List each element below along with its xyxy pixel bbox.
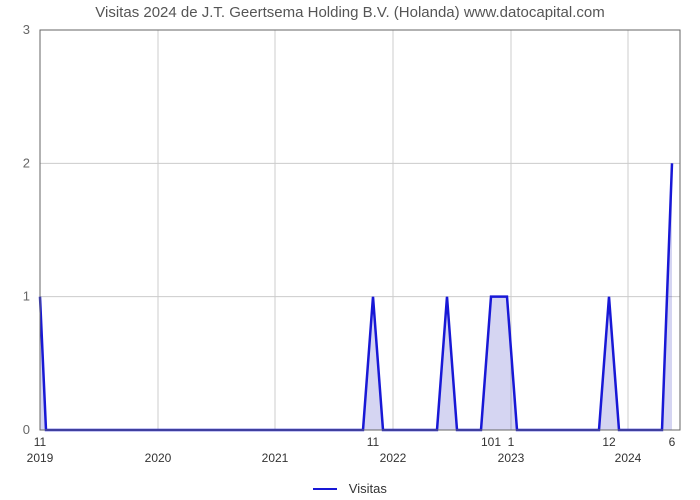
chart-container: Visitas 2024 de J.T. Geertsema Holding B… [0, 0, 700, 500]
svg-text:2022: 2022 [380, 451, 407, 465]
svg-text:12: 12 [602, 435, 616, 449]
svg-text:11: 11 [367, 435, 380, 449]
legend: Visitas [0, 480, 700, 496]
legend-swatch [313, 488, 337, 490]
svg-text:3: 3 [23, 22, 30, 37]
svg-text:11: 11 [34, 435, 47, 449]
svg-text:2020: 2020 [145, 451, 172, 465]
svg-text:2019: 2019 [27, 451, 54, 465]
svg-text:0: 0 [23, 422, 30, 437]
svg-text:1: 1 [23, 289, 30, 304]
svg-text:2023: 2023 [498, 451, 525, 465]
legend-label: Visitas [349, 481, 387, 496]
chart-title: Visitas 2024 de J.T. Geertsema Holding B… [0, 4, 700, 21]
svg-text:2024: 2024 [615, 451, 642, 465]
svg-text:2: 2 [23, 155, 30, 170]
svg-text:101: 101 [481, 435, 501, 449]
svg-text:2021: 2021 [262, 451, 289, 465]
chart-svg: 012320192020202120222023202411111011126 [0, 0, 700, 480]
svg-text:1: 1 [508, 435, 515, 449]
svg-text:6: 6 [669, 435, 676, 449]
